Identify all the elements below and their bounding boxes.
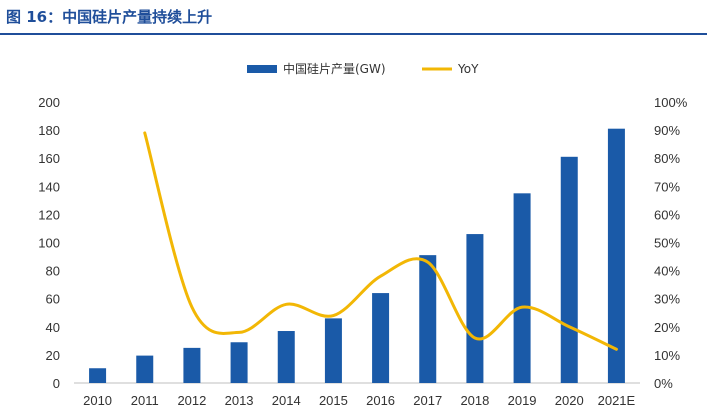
x-tick-label: 2013 — [225, 393, 254, 408]
y-left-tick-label: 200 — [38, 95, 60, 110]
y-left-tick-label: 0 — [53, 376, 60, 391]
bar-2012 — [183, 347, 201, 383]
y-right-tick-label: 20% — [654, 320, 680, 335]
figure-title: 图 16：中国硅片产量持续上升 — [6, 8, 213, 26]
y-left-tick-label: 180 — [38, 123, 60, 138]
y-right-tick-label: 70% — [654, 179, 680, 194]
figure-header: 图 16：中国硅片产量持续上升 — [0, 0, 707, 35]
y-right-tick-label: 30% — [654, 292, 680, 307]
x-tick-label: 2020 — [555, 393, 584, 408]
bar-2019 — [513, 193, 531, 383]
y-right-tick-label: 50% — [654, 236, 680, 251]
x-tick-label: 2012 — [177, 393, 206, 408]
legend: 中国硅片产量(GW) YoY — [247, 61, 479, 76]
axes: 0 20 40 60 80 100 120 140 160 180 200 0% 10% 20% 30% 40… — [38, 95, 687, 408]
y-left-tick-label: 100 — [38, 236, 60, 251]
title-divider — [0, 33, 707, 35]
y-left-tick-label: 140 — [38, 179, 60, 194]
y-left-tick-label: 120 — [38, 207, 60, 222]
y-right-tick-label: 90% — [654, 123, 680, 138]
legend-label-line: YoY — [457, 62, 479, 76]
legend-swatch-bar — [247, 65, 277, 73]
y-right-tick-label: 0% — [654, 376, 673, 391]
y-left-tick-label: 80 — [46, 264, 60, 279]
bar-2015 — [324, 318, 342, 383]
y-left-tick-label: 20 — [46, 348, 60, 363]
x-tick-label: 2015 — [319, 393, 348, 408]
bar-2017 — [419, 255, 437, 383]
x-tick-label: 2014 — [272, 393, 301, 408]
bar-2014 — [277, 331, 295, 383]
y-right-tick-label: 60% — [654, 207, 680, 222]
x-tick-label: 2011 — [131, 393, 159, 408]
x-tick-label: 2019 — [508, 393, 537, 408]
y-right-tick-label: 10% — [654, 348, 680, 363]
y-right-tick-label: 40% — [654, 264, 680, 279]
x-tick-label: 2016 — [366, 393, 395, 408]
bar-2013 — [230, 342, 248, 383]
y-left-tick-label: 60 — [46, 292, 60, 307]
bar-2020 — [560, 156, 578, 383]
legend-label-bar: 中国硅片产量(GW) — [283, 61, 386, 76]
x-tick-label: 2017 — [413, 393, 442, 408]
yoy-line — [143, 131, 618, 351]
x-tick-label: 2018 — [460, 393, 489, 408]
y-right-tick-label: 100% — [654, 95, 688, 110]
x-tick-label: 2021E — [598, 393, 636, 408]
x-tick-label: 2010 — [83, 393, 112, 408]
bar-2018 — [466, 234, 484, 383]
bar-2016 — [372, 293, 390, 383]
bar-series — [89, 128, 625, 383]
bar-2010 — [89, 368, 107, 383]
y-right-tick-label: 80% — [654, 151, 680, 166]
y-left-tick-label: 160 — [38, 151, 60, 166]
bar-2011 — [136, 355, 154, 383]
bar-2021E — [607, 128, 625, 383]
y-left-tick-label: 40 — [46, 320, 60, 335]
